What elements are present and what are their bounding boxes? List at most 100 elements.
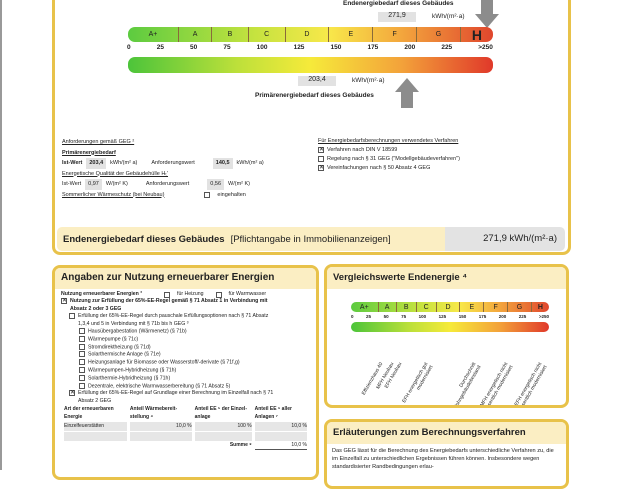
option-label: Solarthermie-Hybridheizung (§ 71h) <box>88 375 171 382</box>
option-label: Wärmepumpen-Hybridheizung (§ 71h) <box>88 367 177 374</box>
anf-label: Anforderungswert <box>151 160 195 166</box>
option-checkbox[interactable] <box>79 343 85 350</box>
option-checkbox[interactable] <box>79 351 85 358</box>
class-a-plus: A+ <box>351 302 379 312</box>
tick-label: 200 <box>498 314 507 319</box>
table-cell: 10,0 % <box>254 421 307 431</box>
sum-label: Summe ⁸ <box>229 442 252 449</box>
method-item: Regelung nach § 31 GEG ("Modellgebäudeve… <box>318 155 460 164</box>
primary-arrow-stem <box>401 92 413 108</box>
table-cell <box>129 431 192 441</box>
rule-checkbox[interactable]: ✕ <box>61 298 68 305</box>
end-energy-arrow-head-icon <box>475 14 499 28</box>
tick-label: 125 <box>438 314 447 319</box>
use-label: Nutzung erneuerbarer Energien ³ <box>61 291 142 297</box>
explanation-title: Erläuterungen zum Berechnungsverfahren <box>327 422 566 444</box>
tick-label: 175 <box>367 44 379 51</box>
option-checkbox[interactable] <box>79 328 85 335</box>
anf-label: Anforderungswert <box>145 181 190 187</box>
class-b: B <box>397 302 417 312</box>
class-h: H <box>471 27 483 42</box>
tick-label: 50 <box>190 44 198 51</box>
column-header: Anteil EE ⁵ der Einzel-anlage <box>194 406 247 420</box>
option-item: Wärmepumpe (§ 71c) <box>79 335 310 344</box>
tick-label: 150 <box>458 314 467 319</box>
tick-label: >250 <box>478 44 493 51</box>
class-d: D <box>437 302 461 312</box>
option-item: Heizungsanlage für Biomasse oder Wassers… <box>79 359 310 367</box>
tick-label: 100 <box>418 314 427 319</box>
tick-label: 225 <box>518 314 527 319</box>
option-item: Solarthermie-Hybridheizung (§ 71h) <box>79 374 310 383</box>
class-b: B <box>212 27 249 42</box>
table-cell <box>254 431 307 441</box>
tick-label: 0 <box>127 44 131 51</box>
summer-checkbox-label: eingehalten <box>217 191 246 198</box>
column-header: Anteil EE ⁶ aller Anlagen ⁷ <box>254 406 292 420</box>
end-energy-label: Endenergiebedarf dieses Gebäudes <box>343 0 454 7</box>
class-g: G <box>417 27 461 42</box>
option-label: Solarthermische Anlage (§ 71e) <box>88 351 161 358</box>
comparison-panel: Vergleichswerte Endenergie ⁴ A+ A B C D E F G H … <box>324 264 569 408</box>
primary-energy-value: 203,4 <box>298 76 336 86</box>
tick-label: 50 <box>383 314 389 319</box>
option-item: Solarthermische Anlage (§ 71e) <box>79 351 310 359</box>
sum-row: Summe ⁸ 10,0 % <box>64 442 307 451</box>
method-checkbox[interactable]: ✕ <box>318 146 325 153</box>
method-item: ✕ Verfahren nach DIN V 18599 <box>318 146 460 155</box>
table-cell: 100 % <box>194 421 252 431</box>
anf-primary-value: 140,5 <box>212 158 233 169</box>
renewable-title: Angaben zur Nutzung erneuerbarer Energie… <box>55 268 316 289</box>
option-checkbox[interactable] <box>79 374 85 381</box>
unit: kWh/(m² a) <box>110 160 138 166</box>
tick-label: 200 <box>404 44 416 51</box>
table-row <box>64 431 307 441</box>
heating-checkbox[interactable] <box>164 291 170 298</box>
tick-label: 150 <box>330 44 342 51</box>
tick-label: 125 <box>293 44 305 51</box>
end-bar-note: [Pflichtangabe in Immobilienanzeigen] <box>230 233 391 245</box>
option-checkbox[interactable] <box>79 382 85 389</box>
pauschal-checkbox[interactable] <box>69 313 75 320</box>
method-checkbox[interactable]: ✕ <box>318 164 325 171</box>
option-item: Hausübergabestation (Wärmenetz) (§ 71b) <box>79 328 310 336</box>
class-a-plus: A+ <box>128 27 179 42</box>
primary-energy-unit: kWh/(m²·a) <box>352 77 385 84</box>
option-checkbox[interactable] <box>79 366 85 373</box>
option-label: Hausübergabestation (Wärmenetz) (§ 71b) <box>88 328 187 335</box>
end-energy-value: 271,9 <box>378 12 416 22</box>
scale-gradient-bar <box>128 57 493 73</box>
explanation-text: Das GEG lässt für die Berechnung des Ene… <box>332 448 554 470</box>
renewable-table: Art der erneuerbaren Energie Anteil Wärme… <box>61 405 310 451</box>
requirements-section: Anforderungen gemäß GEG ² Primärenergieb… <box>62 137 312 200</box>
ist-label: Ist-Wert <box>62 160 83 166</box>
calc-checkbox[interactable]: ✕ <box>69 390 76 397</box>
method-checkbox[interactable] <box>318 155 324 162</box>
end-energy-arrow-icon <box>481 0 493 14</box>
class-h: H <box>537 303 543 311</box>
summer-checkbox[interactable] <box>204 191 211 198</box>
tick-label: 25 <box>156 44 164 51</box>
class-f: F <box>373 27 418 42</box>
class-e: E <box>329 27 374 42</box>
class-a: A <box>379 302 397 312</box>
column-header: Art der erneuerbaren Energie <box>64 406 114 420</box>
method-item: ✕ Vereinfachungen nach § 50 Absatz 4 GEG <box>318 164 460 173</box>
efficiency-class-scale: A+ A B C D E F G H <box>128 27 493 42</box>
water-checkbox[interactable] <box>215 291 222 298</box>
option-label: Stromdirektheizung (§ 71d) <box>88 343 151 350</box>
option-checkbox[interactable] <box>79 359 85 366</box>
primary-energy-label: Primärenergiebedarf dieses Gebäudes <box>255 92 374 99</box>
table-cell: 10,0 % <box>129 421 192 431</box>
unit: W/(m² K) <box>105 181 128 187</box>
end-energy-unit: kWh/(m²·a) <box>432 13 465 20</box>
option-label: Wärmepumpe (§ 71c) <box>88 336 139 343</box>
tick-label: 175 <box>478 314 487 319</box>
table-cell: Einzelfeuerstätten <box>64 421 127 431</box>
tick-label: 0 <box>351 314 354 319</box>
option-checkbox[interactable] <box>79 335 85 342</box>
option-label: Heizungsanlage für Biomasse oder Wassers… <box>88 359 240 366</box>
renewable-panel: Angaben zur Nutzung erneuerbarer Energie… <box>52 265 319 480</box>
end-bar-label: Endenergiebedarf dieses Gebäudes <box>63 233 225 245</box>
class-c: C <box>249 27 286 42</box>
